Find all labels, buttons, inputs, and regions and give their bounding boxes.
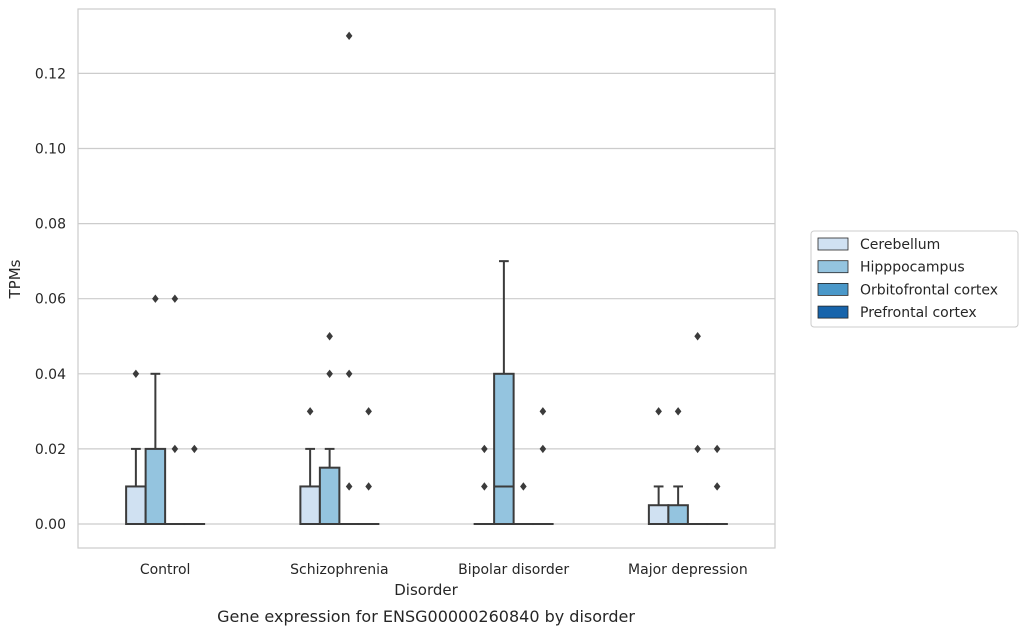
x-axis-ticks: Control Schizophrenia Bipolar disorder Majo… (140, 562, 748, 578)
box-body (125, 485, 147, 526)
box-body (144, 447, 167, 525)
box-cerebellum (647, 485, 670, 526)
outlier-point (694, 332, 701, 341)
outlier-point (365, 482, 372, 491)
x-tick-label: Schizophrenia (290, 562, 388, 578)
y-tick-label: 0.06 (35, 292, 66, 308)
outlier-point (345, 369, 353, 378)
outlier-point (674, 407, 682, 416)
y-tick-label: 0.02 (35, 442, 66, 458)
grid-lines (78, 72, 775, 525)
legend-label: Prefrontal cortex (860, 305, 977, 321)
outlier-point (171, 294, 179, 303)
outlier-point (520, 482, 527, 491)
outlier-point (326, 369, 333, 378)
outlier-point (694, 444, 701, 454)
y-axis-label: TPMs (6, 259, 24, 299)
legend-swatch (817, 237, 849, 251)
box-hipppocampus (667, 485, 689, 526)
legend-swatch (817, 282, 849, 296)
outlier-point (306, 407, 314, 416)
y-axis-ticks: 0.00 0.02 0.04 0.06 0.08 0.10 0.12 (35, 66, 66, 533)
legend-label: Hipppocampus (860, 260, 965, 276)
x-tick-label: Control (140, 562, 191, 578)
box-body (299, 485, 321, 526)
legend-swatch (817, 260, 849, 274)
legend-label: Cerebellum (860, 237, 940, 253)
box-cerebellum (125, 447, 147, 526)
outlier-point (326, 332, 333, 341)
chart-caption: Gene expression for ENSG00000260840 by d… (217, 607, 635, 626)
legend-swatch (817, 305, 849, 319)
box-body (318, 466, 341, 525)
plot-frame (77, 8, 776, 549)
y-tick-label: 0.10 (35, 142, 66, 158)
outlier-point (191, 444, 198, 454)
outlier-point (713, 444, 721, 454)
boxes-layer (125, 260, 728, 526)
box-cerebellum (299, 447, 321, 526)
box-hipppocampus (493, 260, 515, 525)
outlier-point (152, 294, 159, 303)
outlier-point (655, 407, 662, 416)
box-body (667, 504, 689, 526)
outlier-point (345, 31, 353, 41)
outlier-point (539, 407, 547, 416)
box-hipppocampus (318, 447, 341, 525)
outlier-point (713, 482, 721, 491)
outlier-point (345, 482, 353, 491)
legend: Cerebellum Hipppocampus Orbitofrontal cort… (810, 230, 1019, 328)
x-tick-label: Major depression (628, 562, 748, 578)
outlier-point (481, 444, 488, 454)
outlier-point (132, 369, 140, 378)
y-tick-label: 0.12 (35, 66, 66, 82)
legend-frame (810, 230, 1019, 328)
outlier-point (171, 444, 179, 454)
outlier-point (539, 444, 547, 454)
legend-label: Orbitofrontal cortex (860, 282, 998, 298)
box-body (647, 504, 670, 526)
outliers-layer (132, 31, 721, 491)
box-body (493, 372, 515, 525)
outlier-point (481, 482, 488, 491)
y-tick-label: 0.08 (35, 217, 66, 233)
x-tick-label: Bipolar disorder (458, 562, 569, 578)
box-hipppocampus (144, 372, 167, 525)
y-tick-label: 0.04 (35, 367, 66, 383)
x-axis-label: Disorder (394, 581, 458, 599)
outlier-point (365, 407, 372, 416)
y-tick-label: 0.00 (35, 517, 66, 533)
